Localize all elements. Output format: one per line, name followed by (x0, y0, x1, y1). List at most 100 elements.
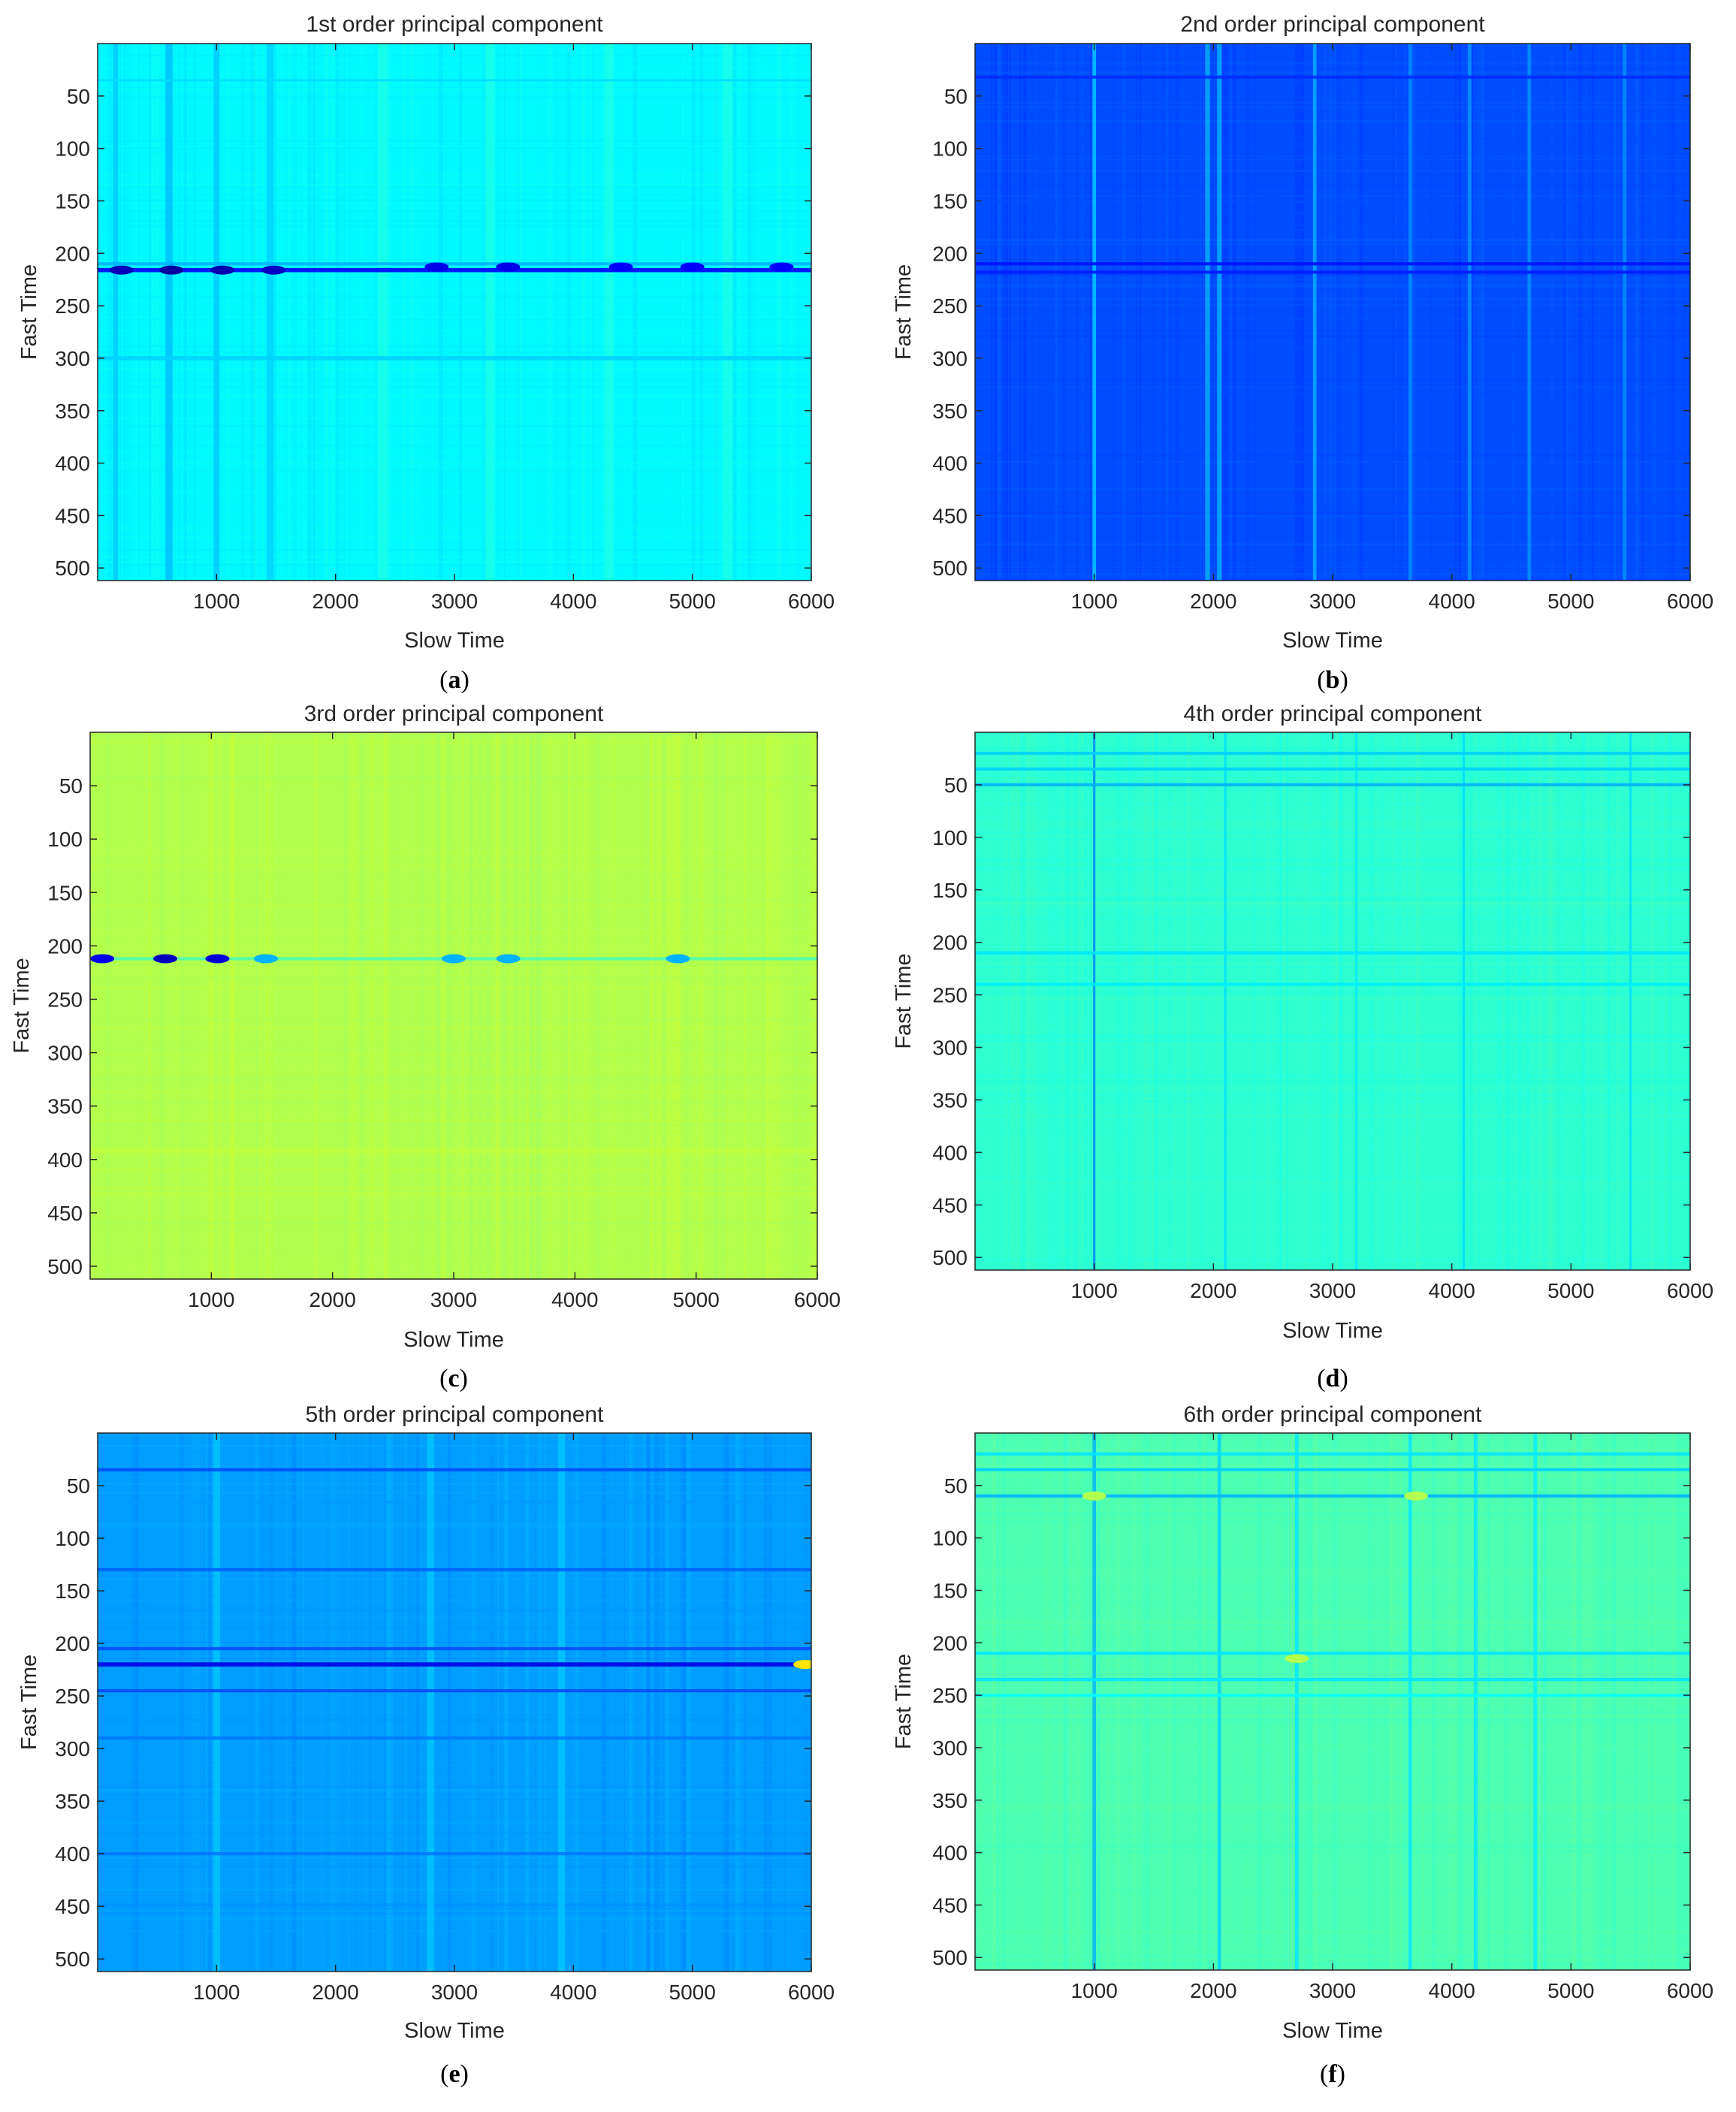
heatmap-streak (462, 732, 465, 1279)
heatmap-streak (1578, 44, 1583, 581)
heatmap-band (98, 202, 811, 204)
y-tick-label: 100 (55, 137, 90, 161)
heatmap-hotspot (90, 954, 115, 964)
heatmap-band (975, 505, 1690, 508)
heatmap-streak (1161, 44, 1166, 581)
heatmap-band (975, 864, 1690, 867)
heatmap-streak (279, 44, 282, 581)
heatmap-streak (501, 732, 506, 1279)
heatmap-band (975, 155, 1690, 157)
heatmap-band (98, 417, 811, 420)
panel-caption: (e) (440, 2060, 469, 2088)
heatmap-streak (1557, 732, 1562, 1270)
heatmap-band (975, 996, 1690, 999)
heatmap-streak (427, 732, 431, 1279)
heatmap-streak (1269, 1433, 1273, 1970)
heatmap-streak (568, 732, 570, 1279)
heatmap-streak (241, 44, 245, 581)
heatmap-streak (668, 732, 670, 1279)
heatmap-streak (565, 732, 567, 1279)
heatmap-streak (699, 732, 703, 1279)
heatmap-band (98, 461, 811, 464)
heatmap-streak (1578, 1433, 1581, 1970)
heatmap-band (975, 430, 1690, 433)
heatmap-streak (1239, 1433, 1243, 1970)
heatmap-streak (1058, 1433, 1062, 1970)
heatmap-band (975, 1638, 1690, 1640)
heatmap-streak (1409, 732, 1411, 1270)
heatmap-band (98, 451, 811, 454)
heatmap-streak (1282, 1433, 1285, 1970)
heatmap-streak (1068, 1433, 1073, 1970)
x-tick-label: 1000 (1071, 590, 1118, 613)
panel-c: 1000 2000 3000 4000 5000 6000 50 100 150 200 250 30… (10, 701, 841, 1392)
heatmap-streak (1367, 1433, 1372, 1970)
heatmap-streak (471, 1433, 476, 1972)
heatmap-band (975, 335, 1690, 338)
heatmap-streak (629, 44, 633, 581)
heatmap-streak (1473, 44, 1475, 581)
heatmap-streak (335, 44, 340, 581)
heatmap-streak (548, 732, 551, 1279)
heatmap-streak (302, 732, 305, 1279)
heatmap-band (90, 1169, 817, 1172)
heatmap-streak (219, 732, 222, 1279)
heatmap-streak (441, 732, 445, 1279)
heatmap-band (975, 1132, 1690, 1134)
heatmap-streak (1404, 732, 1409, 1270)
heatmap-band (975, 543, 1690, 546)
heatmap-streak (1393, 732, 1395, 1270)
heatmap-streak (1568, 44, 1571, 581)
heatmap-band (98, 1922, 811, 1925)
heatmap-band (90, 872, 817, 875)
heatmap-streak (109, 44, 112, 581)
heatmap-band (975, 394, 1690, 397)
heatmap-band (90, 932, 817, 934)
heatmap-band (90, 898, 817, 901)
heatmap-hotspot (109, 265, 134, 275)
heatmap-streak (261, 1433, 267, 1972)
heatmap-streak (418, 732, 421, 1279)
y-tick-label: 300 (47, 1042, 83, 1065)
heatmap-row-feature (98, 1852, 811, 1856)
heatmap-streak (478, 732, 481, 1279)
heatmap-streak (458, 732, 460, 1279)
y-tick-label: 200 (47, 934, 83, 958)
heatmap-band (975, 802, 1690, 805)
x-axis-label: Slow Time (404, 629, 505, 653)
heatmap-row-feature (975, 982, 1690, 986)
heatmap-band (975, 200, 1690, 203)
heatmap-column-feature (113, 44, 118, 581)
heatmap-streak (228, 1433, 230, 1972)
heatmap-band (975, 288, 1690, 291)
y-tick-label: 250 (55, 1685, 90, 1708)
heatmap-streak (782, 1433, 785, 1972)
heatmap-streak (131, 1433, 137, 1972)
heatmap-streak (319, 1433, 322, 1972)
heatmap-streak (285, 44, 289, 581)
heatmap-streak (1279, 732, 1282, 1270)
heatmap-band (975, 1801, 1690, 1804)
heatmap-band (98, 1450, 811, 1453)
heatmap-streak (775, 44, 778, 581)
heatmap-streak (1317, 1433, 1319, 1970)
heatmap-streak (340, 44, 345, 581)
heatmap-band (975, 771, 1690, 774)
heatmap-band (98, 96, 811, 99)
heatmap-band (975, 1100, 1690, 1103)
heatmap-streak (1122, 732, 1125, 1270)
heatmap-streak (606, 732, 611, 1279)
heatmap-band (975, 1637, 1690, 1640)
heatmap-band (98, 424, 811, 427)
heatmap-streak (175, 732, 179, 1279)
heatmap-band (975, 837, 1690, 840)
heatmap-band (98, 1789, 811, 1792)
heatmap-streak (685, 732, 689, 1279)
heatmap-streak (1245, 1433, 1249, 1970)
heatmap-band (975, 195, 1690, 198)
heatmap-streak (990, 44, 993, 581)
y-tick-label: 100 (55, 1527, 90, 1550)
heatmap-streak (351, 1433, 355, 1972)
heatmap-streak (1088, 732, 1091, 1270)
heatmap-band (98, 68, 811, 70)
